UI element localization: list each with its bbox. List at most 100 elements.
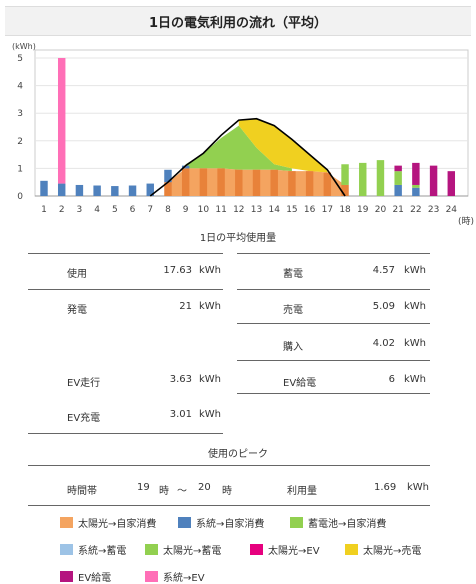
bar-太陽光→自家消費 xyxy=(323,172,332,196)
legend-swatch xyxy=(60,544,73,555)
legend-swatch xyxy=(60,571,73,582)
bar-系統→自家消費 xyxy=(164,169,172,183)
peak-usage-label: 利用量 xyxy=(287,486,317,497)
y-tick-label: 2 xyxy=(17,137,23,147)
usage-right-unit: kWh xyxy=(404,374,427,385)
legend-item: 太陽光→EV xyxy=(250,542,320,557)
x-tick-label: 8 xyxy=(165,205,171,215)
usage-left-divider xyxy=(28,253,223,254)
page-title: 1日の電気利用の流れ（平均） xyxy=(148,15,328,31)
peak-usage-unit: kWh xyxy=(407,482,430,493)
usage-left-value: 3.63 xyxy=(169,374,192,385)
x-tick-label: 4 xyxy=(94,205,100,215)
usage-left-divider xyxy=(28,289,223,290)
usage-right-divider xyxy=(237,289,430,290)
usage-left-divider xyxy=(28,433,223,434)
usage-right-divider xyxy=(237,323,430,324)
bar-蓄電池→自家消費 xyxy=(412,184,420,188)
bar-系統→自家消費 xyxy=(128,185,137,196)
bar-系統→EV xyxy=(57,58,66,184)
usage-left-label: 発電 xyxy=(67,305,87,316)
x-tick-label: 18 xyxy=(339,205,351,215)
usage-left-label: 使用 xyxy=(67,269,87,280)
usage-left-value: 3.01 xyxy=(169,409,192,420)
legend-label: 太陽光→EV xyxy=(268,546,320,557)
bar-太陽光→自家消費 xyxy=(270,169,278,196)
bar-系統→自家消費 xyxy=(75,184,84,196)
usage-right-value: 4.02 xyxy=(372,338,395,349)
peak-divider-top xyxy=(28,465,430,466)
usage-left-value: 21 xyxy=(179,301,192,312)
usage-left-unit: kWh xyxy=(199,374,222,385)
usage-left-unit: kWh xyxy=(199,409,222,420)
y-tick-label: 5 xyxy=(17,54,23,64)
bar-太陽光→自家消費 xyxy=(252,169,261,196)
usage-left-unit: kWh xyxy=(199,301,222,312)
bar-蓄電池→自家消費 xyxy=(341,164,349,185)
bar-太陽光→自家消費 xyxy=(288,171,296,196)
legend-label: 系統→蓄電 xyxy=(78,546,127,557)
legend-swatch xyxy=(345,544,358,555)
peak-hour1: 時 xyxy=(159,486,169,497)
x-tick-label: 19 xyxy=(357,205,369,215)
legend-item: 太陽光→蓄電 xyxy=(145,542,221,557)
x-tick-label: 6 xyxy=(130,205,136,215)
y-tick-label: 0 xyxy=(17,192,23,202)
peak-heading: 使用のピーク xyxy=(208,449,268,460)
usage-right-value: 6 xyxy=(388,374,395,385)
legend-swatch xyxy=(290,517,303,528)
legend-item: 系統→自家消費 xyxy=(178,515,264,530)
bar-EV給電 xyxy=(394,165,402,172)
x-tick-label: 14 xyxy=(268,205,280,215)
bar-系統→自家消費 xyxy=(111,186,119,196)
usage-right-unit: kWh xyxy=(404,338,427,349)
bar-太陽光→自家消費 xyxy=(235,169,243,196)
usage-right-divider xyxy=(237,253,430,254)
legend-item: EV給電 xyxy=(60,569,111,584)
peak-tilde: ～ xyxy=(177,486,187,497)
x-tick-label: 13 xyxy=(251,205,262,215)
bar-EV給電 xyxy=(447,171,456,196)
legend-swatch xyxy=(145,571,158,582)
peak-end: 20 xyxy=(198,482,211,493)
usage-right-unit: kWh xyxy=(404,301,427,312)
usage-right-divider xyxy=(237,360,430,361)
legend-item: 太陽光→自家消費 xyxy=(60,515,156,530)
legend-swatch xyxy=(145,544,158,555)
bar-太陽光→自家消費 xyxy=(341,184,349,196)
y-tick-label: 3 xyxy=(17,109,23,119)
bar-太陽光→自家消費 xyxy=(199,168,208,196)
usage-right-label: 売電 xyxy=(283,305,303,316)
usage-left-label: EV充電 xyxy=(67,413,101,424)
legend-item: 太陽光→売電 xyxy=(345,542,421,557)
bar-系統→自家消費 xyxy=(394,184,402,196)
usage-left-unit: kWh xyxy=(199,265,222,276)
usage-left-value: 17.63 xyxy=(163,265,192,276)
area-太陽光→売電 xyxy=(238,118,328,173)
x-tick-label: 20 xyxy=(375,205,387,215)
legend-label: 系統→自家消費 xyxy=(196,519,265,530)
legend-swatch xyxy=(60,517,73,528)
peak-usage-value: 1.69 xyxy=(374,482,397,493)
x-tick-label: 16 xyxy=(304,205,316,215)
area-太陽光→蓄電 xyxy=(185,125,292,172)
x-tick-label: 7 xyxy=(147,205,153,215)
usage-right-value: 4.57 xyxy=(372,265,395,276)
x-tick-label: 1 xyxy=(41,205,47,215)
x-tick-label: 15 xyxy=(286,205,297,215)
legend-swatch xyxy=(178,517,191,528)
bar-太陽光→自家消費 xyxy=(164,182,172,196)
bar-系統→自家消費 xyxy=(412,187,420,196)
usage-right-divider xyxy=(237,393,430,394)
peak-time-label: 時間帯 xyxy=(67,486,97,497)
legend-label: 蓄電池→自家消費 xyxy=(308,519,387,530)
bar-系統→自家消費 xyxy=(57,183,66,196)
generation-line xyxy=(149,117,346,197)
x-tick-label: 24 xyxy=(446,205,458,215)
bar-系統→自家消費 xyxy=(146,183,154,196)
usage-left-label: EV走行 xyxy=(67,378,101,389)
x-tick-label: 5 xyxy=(112,205,118,215)
peak-hour2: 時 xyxy=(222,486,232,497)
x-tick-label: 23 xyxy=(428,205,439,215)
legend-label: 太陽光→蓄電 xyxy=(163,546,222,557)
